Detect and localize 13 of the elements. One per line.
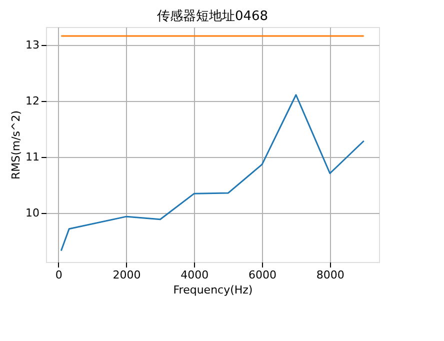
x-tick-label: 8000: [316, 268, 344, 282]
x-tick-label: 6000: [248, 268, 277, 282]
x-axis-title: Frequency(Hz): [173, 284, 253, 296]
x-tick-label: 0: [55, 268, 62, 282]
y-tick-label: 12: [26, 94, 40, 108]
chart-title: 传感器短地址0468: [156, 9, 268, 24]
y-tick-label: 13: [26, 38, 40, 52]
y-tick-label: 10: [26, 206, 40, 220]
x-tick-label: 2000: [112, 268, 141, 282]
x-tick-label: 4000: [180, 268, 209, 282]
y-axis-title: RMS(m/s^2): [10, 110, 23, 180]
y-tick-label: 11: [26, 150, 40, 164]
line-series: [60, 94, 365, 252]
